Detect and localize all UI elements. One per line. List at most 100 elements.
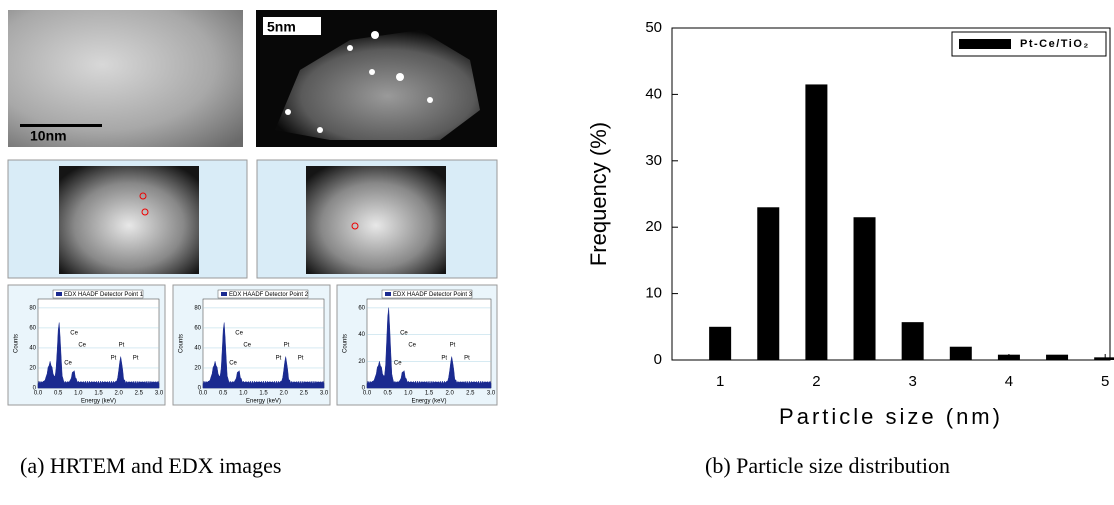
edx-y-tick-label: 0 — [33, 386, 37, 392]
point-marker — [141, 208, 149, 216]
edx-x-tick-label: 0.5 — [54, 391, 63, 397]
edx-y-tick-label: 40 — [358, 332, 365, 338]
edx-legend-box — [217, 289, 309, 299]
edx-y-tick-label: 60 — [358, 305, 365, 311]
edx-x-tick-label: 1.0 — [404, 391, 413, 397]
edx-x-tick-label: 3.0 — [320, 391, 329, 397]
edx-y-tick-label: 80 — [29, 305, 36, 311]
edx-peak-label: Ce — [394, 361, 402, 367]
edx-panels: EDX HAADF Detector Point 1 Counts Energy (… — [7, 284, 498, 406]
edx-x-tick-label: 2.5 — [300, 391, 309, 397]
x-axis-label: Particle size (nm) — [779, 404, 1003, 429]
edx-peak-label: Pt — [119, 343, 125, 349]
edx-y-tick-label: 80 — [194, 305, 201, 311]
edx-ylabel: Counts — [343, 334, 349, 353]
scale-box — [263, 17, 321, 35]
x-tick-label: 1 — [716, 373, 724, 390]
edx-x-tick-label: 1.5 — [259, 391, 268, 397]
point-marker — [351, 222, 359, 230]
edx-x-tick-label: 0.5 — [219, 391, 228, 397]
edx-peak-label: Pt — [284, 343, 290, 349]
bar — [1094, 357, 1114, 360]
edx-xlabel: Energy (keV) — [246, 399, 281, 405]
edx-title: EDX HAADF Detector Point 1 — [64, 292, 144, 298]
legend-label: Pt-Ce/TiO₂ — [1020, 38, 1090, 50]
edx-peak-label: Pt — [464, 356, 470, 362]
y-tick-label: 50 — [645, 19, 662, 36]
edx-peak-label: Pt — [450, 343, 456, 349]
edx-x-tick-label: 0.0 — [363, 391, 372, 397]
edx-ylabel: Counts — [179, 334, 185, 353]
edx-y-tick-label: 20 — [194, 366, 201, 372]
edx-title: EDX HAADF Detector Point 2 — [229, 292, 309, 298]
edx-peak-label: Pt — [298, 356, 304, 362]
edx-title: EDX HAADF Detector Point 3 — [393, 292, 473, 298]
edx-x-tick-label: 1.5 — [94, 391, 103, 397]
haadf-image — [306, 166, 446, 274]
edx-peak-label: Ce — [235, 331, 243, 337]
edx-x-tick-label: 2.0 — [114, 391, 123, 397]
scale-label: 10nm — [30, 128, 67, 144]
edx-y-tick-label: 40 — [29, 346, 36, 352]
bar — [1046, 354, 1069, 360]
legend-swatch — [959, 39, 1011, 49]
bar — [853, 217, 876, 360]
edx-x-tick-label: 0.5 — [383, 391, 392, 397]
edx-x-tick-label: 0.0 — [34, 391, 43, 397]
x-tick-label: 4 — [1005, 373, 1013, 390]
edx-peak-label: Pt — [441, 356, 447, 362]
edx-x-tick-label: 3.0 — [155, 391, 164, 397]
edx-legend-swatch — [385, 292, 391, 296]
edx-x-tick-label: 2.0 — [445, 391, 454, 397]
chart: 0 10 20 30 40 50 1 2 3 4 5 Particle size (nm) Freque… — [586, 19, 1114, 429]
edx-spectrum — [366, 307, 492, 389]
edx-y-tick-label: 20 — [358, 359, 365, 365]
particle-region — [275, 30, 480, 140]
edx-legend-box — [52, 289, 144, 299]
edx-y-tick-label: 60 — [29, 326, 36, 332]
scale-label: 5nm — [267, 19, 296, 35]
edx-spectrum — [37, 322, 160, 389]
edx-xlabel: Energy (keV) — [411, 399, 446, 405]
edx-y-tick-label: 40 — [194, 346, 201, 352]
bar — [901, 322, 924, 360]
bar — [805, 84, 828, 360]
edx-peak-label: Ce — [64, 361, 72, 367]
edx-y-tick-label: 60 — [194, 326, 201, 332]
edx-legend-swatch — [56, 292, 62, 296]
edx-ylabel: Counts — [14, 334, 20, 353]
edx-x-tick-label: 1.5 — [425, 391, 434, 397]
caption: (a) HRTEM and EDX images — [20, 453, 281, 478]
edx-y-tick-label: 0 — [362, 386, 366, 392]
edx-x-tick-label: 2.5 — [466, 391, 475, 397]
edx-x-tick-label: 1.0 — [239, 391, 248, 397]
x-tick-label: 3 — [908, 373, 916, 390]
y-tick-label: 0 — [654, 351, 662, 368]
haadf-image — [59, 166, 199, 274]
edx-spectrum — [202, 322, 325, 389]
edx-legend-box — [381, 289, 473, 299]
y-tick-label: 10 — [645, 285, 662, 302]
edx-x-tick-label: 2.0 — [279, 391, 288, 397]
edx-x-tick-label: 0.0 — [199, 391, 208, 397]
edx-legend-swatch — [221, 292, 227, 296]
edx-x-tick-label: 1.0 — [74, 391, 83, 397]
edx-peak-label: Ce — [70, 331, 78, 337]
edx-y-tick-label: 20 — [29, 366, 36, 372]
point-marker — [139, 192, 147, 200]
bar — [949, 346, 972, 360]
edx-xlabel: Energy (keV) — [81, 399, 116, 405]
edx-peak-label: Ce — [78, 343, 86, 349]
bar — [757, 207, 780, 360]
edx-peak-label: Ce — [243, 343, 251, 349]
edx-x-tick-label: 2.5 — [135, 391, 144, 397]
nanoparticles — [285, 31, 433, 133]
caption: (b) Particle size distribution — [705, 453, 950, 478]
y-tick-label: 20 — [645, 218, 662, 235]
plot-frame — [671, 27, 1111, 361]
bar — [997, 354, 1020, 360]
y-axis-label: Frequency (%) — [586, 122, 611, 266]
bar — [709, 326, 732, 360]
y-tick-label: 30 — [645, 152, 662, 169]
